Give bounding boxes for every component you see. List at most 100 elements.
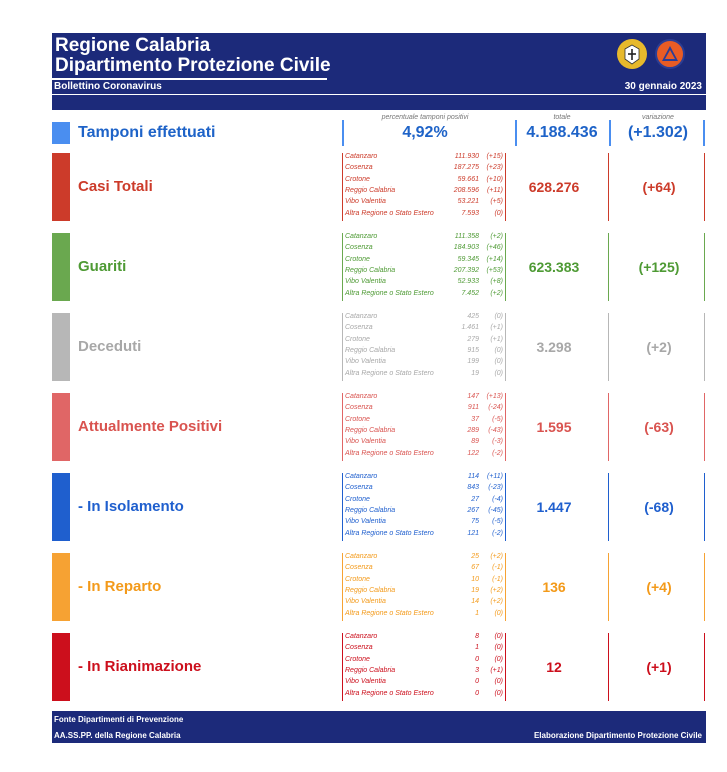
- province-variation: (+2): [490, 553, 503, 560]
- section-divider: [505, 233, 506, 301]
- section-divider: [704, 633, 705, 701]
- section-divider: [704, 553, 705, 621]
- province-name: Reggio Calabria: [345, 666, 396, 674]
- section-divider: [608, 393, 609, 461]
- province-variation: (+5): [490, 198, 503, 206]
- province-breakdown: Catanzaro 8 (0) Cosenza 1 (0) Crotone 0 (0) Reggi…: [342, 633, 505, 701]
- footer-credit: Elaborazione Dipartimento Protezione Civ…: [533, 731, 702, 740]
- province-variation: (-45): [488, 506, 503, 514]
- province-row: Altra Regione o Stato Estero 122 (-2): [343, 450, 505, 458]
- section-divider: [608, 153, 609, 221]
- province-variation: (0): [494, 678, 503, 686]
- province-row: Reggio Calabria 915 (0): [343, 347, 505, 355]
- province-row: Vibo Valentia 199 (0): [343, 358, 505, 366]
- province-variation: (0): [494, 369, 503, 377]
- section-label: - In Isolamento: [78, 498, 184, 515]
- province-value: 207.392: [453, 266, 479, 274]
- province-variation: (+1): [490, 666, 503, 674]
- province-row: Altra Regione o Stato Estero 19 (0): [343, 370, 505, 378]
- section-total: 1.595: [536, 419, 572, 435]
- province-row: Vibo Valentia 14 (+2): [343, 598, 505, 606]
- section-divider: [505, 313, 506, 381]
- province-value: 14: [471, 598, 479, 606]
- province-variation: (+2): [490, 233, 503, 240]
- province-variation: (+15): [486, 153, 503, 160]
- section-divider: [608, 473, 609, 541]
- province-name: Catanzaro: [345, 313, 378, 320]
- province-variation: (0): [494, 609, 503, 617]
- tamponi-variation: (+1.302): [627, 124, 689, 141]
- province-value: 19: [471, 586, 479, 594]
- province-value: 208.596: [453, 186, 479, 194]
- province-value: 289: [467, 426, 479, 434]
- province-row: Catanzaro 25 (+2): [343, 553, 505, 561]
- province-row: Reggio Calabria 267 (-45): [343, 507, 505, 515]
- section-row: - In Rianimazione Catanzaro 8 (0) Cosenza 1 (0…: [52, 633, 706, 701]
- province-row: Vibo Valentia 53.221 (+5): [343, 198, 505, 206]
- province-row: Cosenza 1 (0): [343, 644, 505, 652]
- section-row: Deceduti Catanzaro 425 (0) Cosenza 1.461 (+1) C…: [52, 313, 706, 381]
- section-divider: [505, 553, 506, 621]
- section-label: Deceduti: [78, 338, 142, 355]
- province-value: 267: [467, 506, 479, 514]
- province-row: Altra Regione o Stato Estero 7.593 (0): [343, 210, 505, 218]
- title-line-2: Dipartimento Protezione Civile: [55, 55, 331, 76]
- variation-column-header: variazione: [642, 114, 674, 121]
- section-label: Attualmente Positivi: [78, 418, 223, 435]
- percent-column-header: percentuale tamponi positivi: [381, 114, 469, 121]
- province-breakdown: Catanzaro 147 (+13) Cosenza 911 (-24) Crotone 3…: [342, 393, 505, 461]
- province-name: Cosenza: [345, 404, 373, 412]
- province-value: 59.345: [457, 255, 479, 263]
- province-value: 37: [471, 415, 479, 423]
- province-name: Reggio Calabria: [345, 186, 396, 194]
- section-row: Casi Totali Catanzaro 111.930 (+15) Cosenza 1…: [52, 153, 706, 221]
- province-variation: (+2): [490, 289, 503, 297]
- province-value: 187.275: [453, 164, 479, 172]
- province-row: Crotone 37 (-5): [343, 416, 505, 424]
- section-total: 628.276: [528, 179, 580, 195]
- section-divider: [505, 633, 506, 701]
- tamponi-divider-3: [609, 120, 611, 146]
- section-variation: (+64): [642, 179, 676, 195]
- province-name: Altra Regione o Stato Estero: [345, 449, 434, 457]
- section-label: Guariti: [78, 258, 127, 275]
- province-row: Crotone 27 (-4): [343, 496, 505, 504]
- province-name: Reggio Calabria: [345, 426, 396, 434]
- province-variation: (+10): [486, 175, 503, 183]
- tamponi-color-swatch: [52, 122, 70, 144]
- section-color-swatch: [52, 153, 70, 221]
- province-name: Altra Regione o Stato Estero: [345, 369, 434, 377]
- province-row: Reggio Calabria 207.392 (+53): [343, 267, 505, 275]
- province-row: Reggio Calabria 208.596 (+11): [343, 187, 505, 195]
- province-variation: (0): [494, 209, 503, 217]
- province-row: Cosenza 1.461 (+1): [343, 324, 505, 332]
- province-name: Cosenza: [345, 564, 373, 572]
- province-row: Crotone 10 (-1): [343, 576, 505, 584]
- province-value: 7.452: [461, 289, 479, 297]
- province-name: Reggio Calabria: [345, 266, 396, 274]
- province-row: Crotone 279 (+1): [343, 336, 505, 344]
- header-band: [52, 97, 706, 110]
- province-name: Vibo Valentia: [345, 438, 386, 446]
- province-name: Cosenza: [345, 164, 373, 172]
- province-name: Cosenza: [345, 484, 373, 492]
- province-row: Cosenza 184.903 (+46): [343, 244, 505, 252]
- province-value: 1: [475, 609, 479, 617]
- province-value: 19: [471, 369, 479, 377]
- province-variation: (+8): [490, 278, 503, 286]
- province-row: Catanzaro 111.358 (+2): [343, 233, 505, 241]
- province-row: Vibo Valentia 52.933 (+8): [343, 278, 505, 286]
- section-variation: (+2): [646, 339, 672, 355]
- subtitle-divider: [52, 94, 706, 95]
- section-divider: [608, 233, 609, 301]
- section-divider: [608, 633, 609, 701]
- section-label: Casi Totali: [78, 178, 153, 195]
- tamponi-total: 4.188.436: [526, 124, 598, 141]
- tamponi-divider-4: [703, 120, 705, 146]
- province-name: Crotone: [345, 255, 370, 263]
- province-variation: (0): [494, 655, 503, 663]
- province-variation: (0): [494, 633, 503, 640]
- province-name: Vibo Valentia: [345, 278, 386, 286]
- province-variation: (+2): [490, 598, 503, 606]
- province-variation: (-2): [492, 529, 503, 537]
